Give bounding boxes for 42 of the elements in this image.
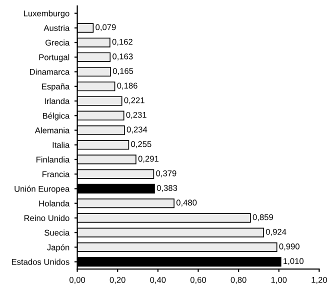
data-label: 0,291: [138, 156, 158, 163]
x-tick-label: 0,80: [230, 276, 246, 284]
y-tick-label: Japón: [47, 244, 70, 252]
y-tick-label: Irlanda: [44, 98, 70, 104]
data-label: 0,163: [112, 53, 133, 60]
y-tick-label: Austria: [44, 24, 70, 32]
y-tick-label: Portugal: [39, 54, 70, 62]
data-label: 0,186: [117, 82, 138, 90]
data-label: 0,990: [279, 244, 300, 250]
x-tick-label: 1,00: [271, 276, 287, 284]
data-label: 0,162: [112, 38, 132, 46]
data-label: 0,221: [124, 97, 144, 104]
y-tick-label: Grecia: [46, 40, 70, 46]
y-tick-label: Alemania: [34, 127, 70, 134]
y-tick-label: Estados Unidos: [12, 258, 70, 265]
x-tick-label: 0,00: [69, 276, 86, 284]
data-label: 0,255: [131, 141, 152, 148]
y-tick-label: Francia: [42, 171, 70, 178]
data-label: 0,379: [156, 170, 176, 178]
y-tick-label: Bélgica: [42, 112, 70, 120]
data-label: 0,383: [156, 185, 178, 192]
y-tick-label: Finlandia: [36, 156, 70, 163]
y-tick-label: España: [42, 83, 70, 92]
y-tick-label: Holanda: [39, 200, 70, 206]
x-tick-label: 0,20: [110, 276, 126, 284]
data-label: 0,079: [96, 24, 116, 32]
y-tick-label: Reino Unido: [24, 214, 70, 222]
y-tick-label: Dinamarca: [30, 68, 70, 75]
data-label: 0,234: [126, 126, 148, 134]
x-tick-label: 1,20: [312, 276, 327, 284]
y-tick-label: Luxemburgo: [24, 10, 70, 18]
y-tick-label: Suecia: [44, 230, 70, 236]
data-label: 0,480: [176, 200, 197, 207]
data-label: 0,924: [266, 228, 286, 236]
x-tick-label: 0,40: [150, 276, 166, 284]
y-tick-label: Italia: [52, 142, 70, 148]
data-label: 0,165: [112, 68, 134, 75]
data-label: 0,231: [126, 112, 146, 119]
data-label: 1,010: [284, 258, 304, 266]
data-label: 0,859: [252, 214, 273, 222]
y-tick-label: Unión Europea: [14, 186, 70, 194]
x-tick-label: 0,60: [190, 276, 206, 284]
